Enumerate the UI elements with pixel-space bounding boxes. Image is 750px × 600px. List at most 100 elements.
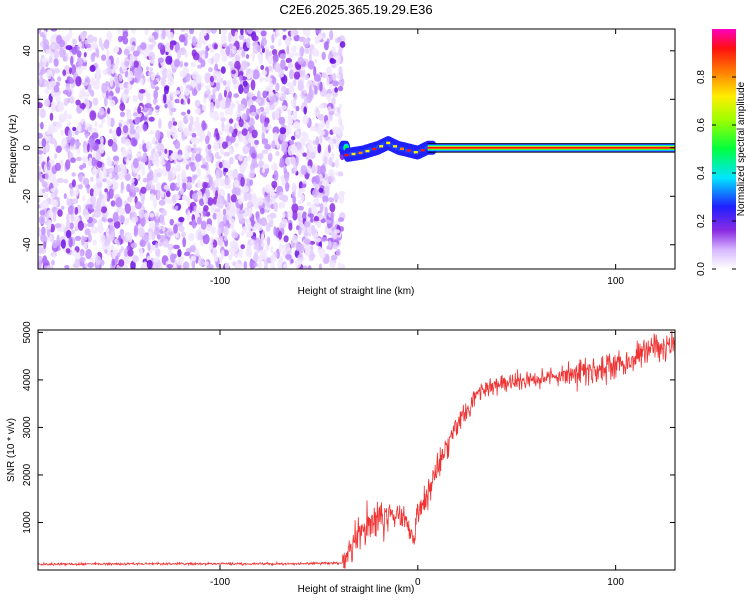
signal-band xyxy=(338,136,675,162)
noise-speckle xyxy=(293,121,301,129)
noise-speckle xyxy=(191,153,195,161)
noise-speckle xyxy=(180,111,186,116)
noise-speckle xyxy=(319,165,326,175)
y-tick-label: 0 xyxy=(22,145,33,151)
noise-speckle xyxy=(218,92,223,102)
noise-speckle xyxy=(233,93,240,98)
signal-peak xyxy=(351,152,356,156)
noise-speckle xyxy=(107,180,112,187)
noise-speckle xyxy=(154,226,160,236)
noise-speckle xyxy=(234,143,239,148)
noise-speckle xyxy=(261,111,267,117)
colorbar-gradient xyxy=(712,29,736,269)
noise-speckle xyxy=(63,98,69,106)
signal-peak xyxy=(400,147,404,150)
noise-speckle xyxy=(66,197,70,206)
noise-speckle xyxy=(149,222,156,230)
noise-speckle xyxy=(331,97,336,106)
noise-speckle xyxy=(321,51,326,61)
noise-speckle xyxy=(322,32,326,39)
noise-speckle xyxy=(175,205,179,210)
noise-speckle xyxy=(306,165,312,174)
noise-speckle xyxy=(338,66,343,76)
signal-peak xyxy=(365,149,370,153)
signal-peak xyxy=(386,141,391,145)
noise-speckle xyxy=(120,111,125,118)
noise-speckle xyxy=(325,219,332,224)
noise-speckle xyxy=(278,38,282,47)
noise-speckle xyxy=(211,88,217,94)
noise-speckle xyxy=(260,65,265,70)
noise-speckle xyxy=(104,96,108,107)
noise-speckle xyxy=(205,135,210,145)
noise-speckle xyxy=(210,226,217,235)
noise-speckle xyxy=(334,54,341,66)
noise-speckle xyxy=(79,90,83,100)
noise-speckle xyxy=(297,83,304,92)
noise-speckle xyxy=(213,43,218,50)
noise-speckle xyxy=(76,50,82,58)
noise-speckle xyxy=(309,125,317,132)
noise-speckle xyxy=(215,169,220,180)
noise-speckle xyxy=(112,211,119,223)
noise-speckle xyxy=(42,199,49,208)
y-tick-label: -20 xyxy=(22,189,33,204)
noise-speckle xyxy=(171,117,175,123)
noise-speckle xyxy=(223,226,229,236)
noise-speckle xyxy=(274,165,278,171)
noise-speckle xyxy=(125,158,129,166)
noise-speckle xyxy=(181,194,188,201)
noise-speckle xyxy=(329,58,337,64)
noise-speckle xyxy=(38,138,41,150)
x-tick-label: 100 xyxy=(607,577,624,588)
noise-speckle xyxy=(243,191,249,202)
spectrogram-x-label: Height of straight line (km) xyxy=(298,286,415,297)
noise-speckle xyxy=(56,34,63,44)
noise-speckle xyxy=(252,69,260,80)
noise-speckle xyxy=(245,54,250,59)
noise-speckle xyxy=(303,97,308,107)
noise-speckle xyxy=(155,129,161,141)
noise-speckle xyxy=(225,45,230,57)
noise-speckle xyxy=(66,229,72,239)
noise-speckle xyxy=(242,145,250,155)
noise-speckle xyxy=(89,188,95,197)
noise-speckle xyxy=(38,215,46,225)
noise-speckle xyxy=(49,80,57,87)
noise-speckle xyxy=(219,178,226,187)
noise-speckle xyxy=(220,249,225,259)
noise-speckle xyxy=(54,188,59,195)
noise-speckle xyxy=(40,235,48,243)
noise-speckle xyxy=(191,35,197,47)
noise-speckle xyxy=(152,257,158,263)
noise-speckle xyxy=(95,177,102,183)
colorbar-ticks: 0.0 0.2 0.4 0.6 0.8 xyxy=(696,70,736,276)
noise-speckle xyxy=(273,201,279,213)
noise-speckle xyxy=(60,239,66,249)
noise-speckle xyxy=(41,226,46,235)
noise-speckle xyxy=(319,203,324,213)
noise-speckle xyxy=(137,106,142,115)
noise-speckle xyxy=(224,262,230,269)
noise-speckle xyxy=(294,93,298,101)
noise-speckle xyxy=(65,159,71,171)
noise-speckle xyxy=(107,139,114,147)
noise-speckle xyxy=(275,92,282,98)
noise-speckle xyxy=(115,78,120,89)
noise-speckle xyxy=(264,144,272,150)
noise-speckle xyxy=(234,128,238,135)
noise-speckle xyxy=(117,29,121,34)
signal-peak xyxy=(372,147,377,151)
x-tick-label: 0 xyxy=(415,577,421,588)
noise-speckle xyxy=(291,182,297,192)
noise-speckle xyxy=(82,236,88,241)
noise-speckle xyxy=(222,80,227,86)
noise-speckle xyxy=(173,244,180,250)
noise-speckle xyxy=(83,177,90,186)
noise-speckle xyxy=(262,163,270,169)
noise-speckle xyxy=(327,138,333,144)
noise-speckle xyxy=(124,203,131,214)
noise-speckle xyxy=(161,209,167,217)
noise-speckle xyxy=(177,249,182,258)
noise-speckle xyxy=(108,128,113,134)
